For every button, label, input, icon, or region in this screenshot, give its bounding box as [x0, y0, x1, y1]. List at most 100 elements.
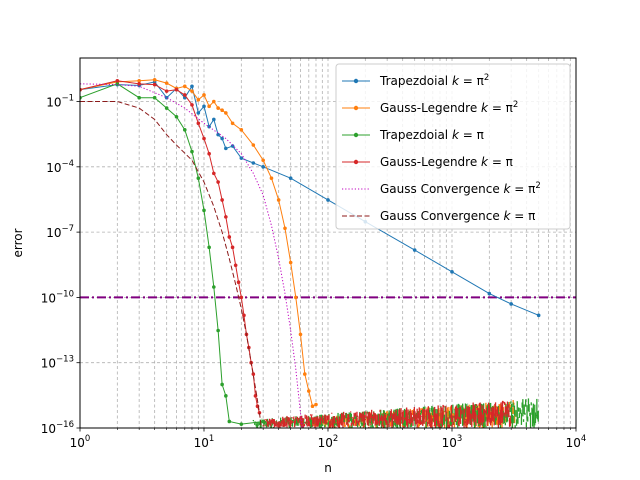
- legend-label-part: = π: [510, 182, 535, 196]
- data-point: [152, 82, 157, 87]
- legend-label-part: Gauss Convergence: [380, 182, 504, 196]
- y-tick-label-exponent: −16: [56, 420, 74, 430]
- x-tick-label: 102: [318, 434, 339, 450]
- y-tick-label: 10−4: [46, 159, 74, 175]
- data-point: [137, 78, 141, 83]
- data-point: [182, 93, 187, 97]
- legend-label: Gauss-Legendre k = π2: [380, 100, 518, 115]
- legend-label: Trapezdoial k = π2: [379, 73, 489, 88]
- y-tick-label-base: 10: [41, 357, 56, 371]
- data-point: [239, 422, 244, 426]
- data-point: [261, 165, 265, 169]
- legend-label-part: k: [481, 155, 489, 169]
- data-point: [251, 143, 256, 147]
- data-point: [220, 108, 224, 112]
- y-tick-label-exponent: −7: [61, 224, 74, 234]
- legend-label: Gauss Convergence k = π2: [380, 181, 541, 196]
- y-tick-label: 10−7: [46, 224, 74, 240]
- y-tick-label-base: 10: [41, 291, 56, 305]
- legend-label-part: = π: [459, 128, 484, 142]
- y-tick-label-base: 10: [46, 161, 61, 175]
- data-point: [202, 136, 206, 141]
- data-point: [236, 280, 241, 284]
- legend-label: Gauss-Legendre k = π: [380, 155, 513, 169]
- legend-label-part: 2: [535, 181, 540, 191]
- legend-label: Trapezdoial k = π: [379, 128, 484, 142]
- data-point: [326, 198, 330, 202]
- data-point: [224, 394, 228, 398]
- data-point: [536, 313, 541, 318]
- data-point: [190, 103, 194, 107]
- data-point: [212, 171, 216, 176]
- data-point: [137, 82, 141, 86]
- legend-marker: [353, 159, 359, 165]
- data-point: [233, 263, 238, 268]
- legend-entry-gauss_conv_pi: Gauss Convergence k = π: [342, 209, 535, 223]
- legend-label-part: Gauss-Legendre: [380, 101, 481, 115]
- legend-label-part: Trapezdoial: [379, 74, 452, 88]
- legend-label: Gauss Convergence k = π: [380, 209, 535, 223]
- data-point: [220, 136, 224, 141]
- y-tick-label: 10−1: [46, 94, 74, 110]
- x-tick-label-exponent: 3: [457, 434, 462, 444]
- data-point: [212, 99, 216, 104]
- series-line-gauss_conv_pi2: [80, 83, 303, 428]
- legend-entry-gl_pi2: Gauss-Legendre k = π2: [342, 100, 518, 115]
- legend-label-part: = π: [459, 74, 484, 88]
- data-point: [230, 245, 235, 250]
- legend-entry-trap_pi2: Trapezdoial k = π2: [342, 73, 489, 88]
- data-point: [202, 104, 206, 109]
- data-point: [174, 87, 179, 92]
- data-point: [224, 215, 228, 219]
- x-tick-label-exponent: 2: [333, 434, 338, 444]
- data-point: [283, 226, 287, 231]
- x-axis-label: n: [324, 461, 332, 475]
- data-point: [288, 260, 293, 265]
- x-tick-label-base: 10: [194, 436, 209, 450]
- data-point: [310, 404, 315, 409]
- x-tick-label: 104: [566, 434, 587, 450]
- data-point: [216, 180, 220, 184]
- legend-marker: [353, 78, 359, 84]
- data-point: [196, 98, 201, 102]
- data-point: [239, 128, 244, 132]
- data-point: [207, 104, 211, 109]
- data-point: [196, 111, 201, 115]
- axis-ticks: 100 101 102 103 10410−1610−1310−1010−710−410…: [41, 94, 587, 450]
- legend-marker: [353, 132, 359, 138]
- y-tick-label-base: 10: [41, 422, 56, 436]
- x-tick-label-base: 10: [70, 436, 85, 450]
- legend-label-part: k: [481, 101, 489, 115]
- data-point: [276, 198, 281, 202]
- data-point: [220, 382, 224, 387]
- data-point: [306, 389, 311, 393]
- series-trap_pi: [80, 82, 265, 426]
- data-point: [230, 121, 235, 126]
- legend-label-part: 2: [484, 73, 489, 83]
- y-tick-label-base: 10: [46, 226, 61, 240]
- data-point: [152, 77, 157, 82]
- data-point: [202, 208, 206, 213]
- data-point: [509, 302, 513, 306]
- data-point: [207, 151, 211, 156]
- x-tick-label: 100: [70, 434, 91, 450]
- legend-label-part: = π: [510, 209, 535, 223]
- data-point: [230, 144, 235, 148]
- legend-entry-trap_pi: Trapezdoial k = π: [342, 128, 484, 142]
- data-point: [190, 89, 194, 93]
- data-point: [450, 270, 454, 274]
- data-point: [242, 313, 246, 318]
- noise-band: [262, 400, 512, 428]
- data-point: [261, 419, 265, 424]
- legend-label-part: k: [504, 209, 512, 223]
- data-point: [294, 295, 298, 300]
- data-point: [196, 176, 201, 181]
- data-point: [137, 95, 141, 100]
- x-tick-label-base: 10: [566, 436, 581, 450]
- data-point: [207, 245, 211, 250]
- data-point: [115, 78, 120, 83]
- data-point: [224, 146, 228, 151]
- y-tick-label: 10−13: [41, 355, 74, 371]
- data-point: [227, 419, 232, 424]
